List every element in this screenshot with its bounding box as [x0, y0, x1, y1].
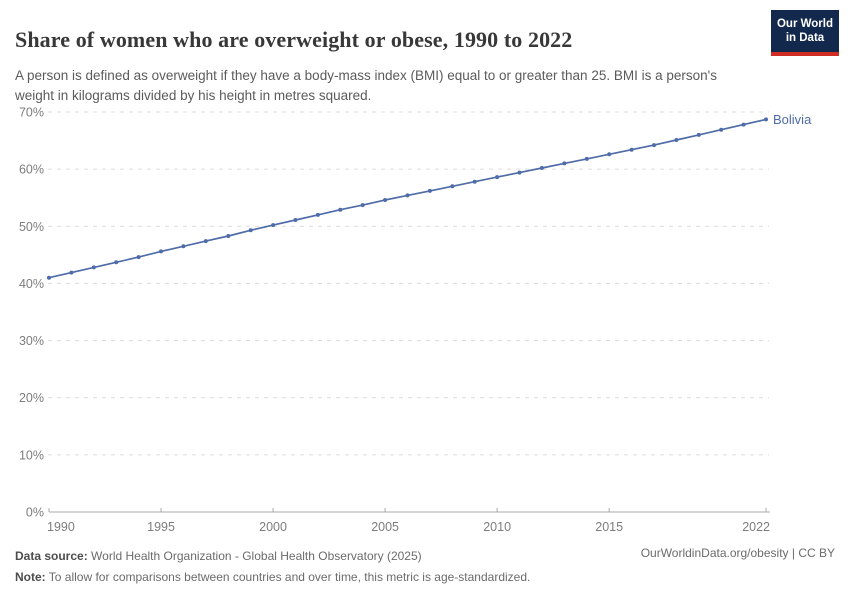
y-tick-label: 30%: [19, 334, 44, 348]
y-tick-label: 0%: [26, 506, 44, 520]
data-point-marker[interactable]: [741, 122, 746, 127]
data-point-marker[interactable]: [607, 152, 612, 157]
data-point-marker[interactable]: [495, 175, 500, 180]
y-tick-label: 50%: [19, 220, 44, 234]
footer-attribution-link[interactable]: OurWorldinData.org/obesity | CC BY: [640, 546, 835, 560]
data-point-marker[interactable]: [696, 132, 701, 137]
x-tick-label: 2000: [259, 520, 287, 534]
x-tick-label: 2005: [371, 520, 399, 534]
data-point-marker[interactable]: [47, 275, 51, 280]
data-point-marker[interactable]: [136, 255, 141, 260]
owid-logo-line1: Our World: [776, 18, 833, 30]
y-tick-label: 20%: [19, 391, 44, 405]
data-source-value: World Health Organization - Global Healt…: [87, 549, 422, 563]
data-point-marker[interactable]: [226, 234, 231, 238]
data-point-marker[interactable]: [114, 260, 119, 265]
data-source-line: Data source: World Health Organization -…: [15, 546, 835, 567]
owid-logo-line2: in Data: [785, 32, 825, 45]
data-point-marker[interactable]: [338, 207, 343, 212]
series-bolivia[interactable]: Bolivia: [47, 112, 812, 280]
x-axis-labels: 1990 1995 2000 2005 2010 2015 2022: [47, 520, 770, 534]
data-point-marker[interactable]: [427, 188, 432, 193]
data-point-marker[interactable]: [562, 161, 567, 166]
owid-logo[interactable]: Our World in Data: [771, 10, 839, 56]
y-tick-label: 60%: [19, 163, 44, 177]
gridlines: [48, 111, 769, 456]
x-tick-label: 1990: [47, 520, 75, 534]
data-point-marker[interactable]: [472, 179, 477, 184]
series-line[interactable]: [48, 118, 767, 279]
data-point-marker[interactable]: [315, 212, 320, 217]
data-point-marker[interactable]: [271, 223, 276, 228]
data-source-label: Data source:: [15, 549, 88, 563]
note-label: Note:: [15, 570, 46, 584]
data-point-marker[interactable]: [652, 143, 656, 148]
data-point-marker[interactable]: [450, 184, 455, 189]
note-value: To allow for comparisons between countri…: [45, 570, 531, 584]
data-point-marker[interactable]: [181, 244, 186, 249]
data-point-marker[interactable]: [91, 265, 96, 270]
data-point-marker[interactable]: [69, 270, 74, 275]
data-point-marker[interactable]: [764, 117, 768, 122]
data-point-marker[interactable]: [293, 218, 298, 222]
data-point-marker[interactable]: [383, 198, 388, 202]
data-point-marker[interactable]: [674, 138, 679, 142]
x-tick-label: 2022: [742, 520, 770, 534]
chart-title: Share of women who are overweight or obe…: [15, 26, 573, 52]
x-axis: [48, 508, 770, 513]
data-point-marker[interactable]: [719, 127, 724, 132]
x-tick-label: 2010: [483, 520, 511, 534]
data-point-marker[interactable]: [517, 170, 522, 175]
note-line: Note: To allow for comparisons between c…: [15, 567, 835, 588]
chart-subtitle: A person is defined as overweight if the…: [15, 67, 717, 103]
data-point-marker[interactable]: [203, 239, 208, 244]
data-point-marker[interactable]: [159, 249, 163, 254]
y-tick-label: 10%: [19, 448, 44, 462]
y-axis-labels: 0% 10% 20% 30% 40% 50% 60% 70%: [19, 106, 44, 520]
x-tick-label: 2015: [595, 520, 623, 534]
data-point-marker[interactable]: [248, 228, 253, 233]
y-tick-label: 70%: [19, 106, 44, 120]
data-point-marker[interactable]: [405, 193, 410, 198]
x-tick-label: 1995: [147, 520, 175, 534]
series-end-label[interactable]: Bolivia: [773, 112, 812, 127]
data-point-marker[interactable]: [584, 156, 589, 161]
y-tick-label: 40%: [19, 277, 44, 291]
data-point-marker[interactable]: [539, 166, 544, 170]
data-point-marker[interactable]: [360, 203, 365, 208]
data-point-marker[interactable]: [629, 147, 634, 152]
chart-footer: Data source: World Health Organization -…: [15, 546, 835, 588]
